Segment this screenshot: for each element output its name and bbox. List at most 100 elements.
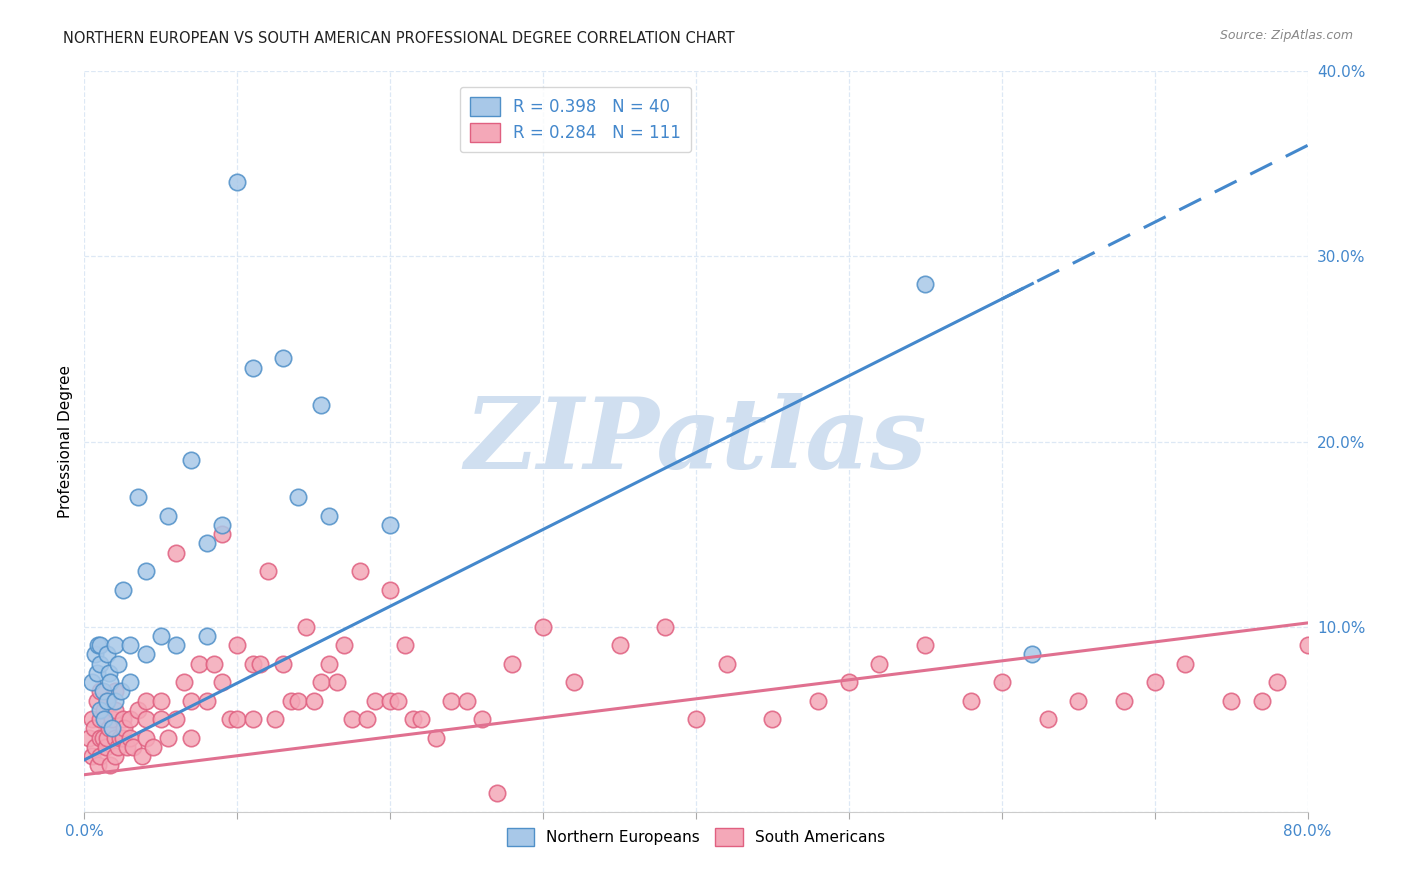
Point <box>173 675 195 690</box>
Text: Source: ZipAtlas.com: Source: ZipAtlas.com <box>1219 29 1353 42</box>
Point <box>838 675 860 690</box>
Point <box>115 739 138 754</box>
Point <box>242 360 264 375</box>
Point <box>104 694 127 708</box>
Point <box>104 703 127 717</box>
Point <box>242 712 264 726</box>
Point <box>1143 675 1166 690</box>
Point <box>157 508 180 523</box>
Point <box>471 712 494 726</box>
Point <box>394 638 416 652</box>
Point <box>1174 657 1197 671</box>
Point <box>409 712 432 726</box>
Point <box>101 722 124 736</box>
Point <box>349 564 371 578</box>
Point <box>108 731 131 745</box>
Point <box>195 694 218 708</box>
Point <box>89 712 111 726</box>
Point <box>1067 694 1090 708</box>
Point <box>914 638 936 652</box>
Point <box>89 731 111 745</box>
Point <box>257 564 280 578</box>
Point <box>211 527 233 541</box>
Point <box>318 508 340 523</box>
Point <box>165 638 187 652</box>
Point <box>380 694 402 708</box>
Point <box>149 694 172 708</box>
Point <box>77 731 100 745</box>
Point <box>104 638 127 652</box>
Point <box>1114 694 1136 708</box>
Point <box>1296 638 1319 652</box>
Point <box>135 564 157 578</box>
Point <box>127 703 149 717</box>
Point <box>914 277 936 292</box>
Point <box>165 712 187 726</box>
Point <box>180 694 202 708</box>
Point <box>302 694 325 708</box>
Point <box>89 638 111 652</box>
Point <box>249 657 271 671</box>
Point <box>93 712 115 726</box>
Point <box>1036 712 1059 726</box>
Point <box>716 657 738 671</box>
Point <box>94 739 117 754</box>
Point <box>226 712 249 726</box>
Point <box>562 675 585 690</box>
Point <box>869 657 891 671</box>
Point <box>112 722 135 736</box>
Point <box>180 731 202 745</box>
Point <box>402 712 425 726</box>
Point <box>84 739 107 754</box>
Point <box>960 694 983 708</box>
Point <box>89 703 111 717</box>
Point <box>218 712 240 726</box>
Point <box>685 712 707 726</box>
Point <box>149 712 172 726</box>
Point <box>120 731 142 745</box>
Point <box>311 398 333 412</box>
Point <box>318 657 340 671</box>
Point <box>807 694 830 708</box>
Point <box>211 675 233 690</box>
Point <box>149 629 172 643</box>
Point <box>1220 694 1243 708</box>
Point <box>111 731 134 745</box>
Point <box>93 703 115 717</box>
Point <box>211 517 233 532</box>
Text: NORTHERN EUROPEAN VS SOUTH AMERICAN PROFESSIONAL DEGREE CORRELATION CHART: NORTHERN EUROPEAN VS SOUTH AMERICAN PROF… <box>63 31 735 46</box>
Point <box>1372 675 1395 690</box>
Point <box>96 731 118 745</box>
Point <box>242 657 264 671</box>
Point <box>486 786 509 800</box>
Point <box>120 712 142 726</box>
Point <box>120 675 142 690</box>
Point <box>188 657 211 671</box>
Point <box>340 712 363 726</box>
Point <box>195 536 218 550</box>
Point <box>97 665 120 680</box>
Point <box>135 648 157 662</box>
Point <box>654 619 676 633</box>
Text: ZIPatlas: ZIPatlas <box>465 393 927 490</box>
Point <box>165 545 187 560</box>
Point <box>131 749 153 764</box>
Point <box>104 749 127 764</box>
Point <box>127 490 149 504</box>
Y-axis label: Professional Degree: Professional Degree <box>58 365 73 518</box>
Point <box>84 648 107 662</box>
Point <box>87 638 110 652</box>
Point <box>195 629 218 643</box>
Point <box>107 739 129 754</box>
Point <box>86 694 108 708</box>
Point <box>98 758 121 772</box>
Point <box>110 684 132 698</box>
Point <box>364 694 387 708</box>
Point <box>311 675 333 690</box>
Point <box>135 712 157 726</box>
Point <box>264 712 287 726</box>
Point <box>456 694 478 708</box>
Point <box>180 453 202 467</box>
Point <box>271 657 294 671</box>
Point <box>1327 694 1350 708</box>
